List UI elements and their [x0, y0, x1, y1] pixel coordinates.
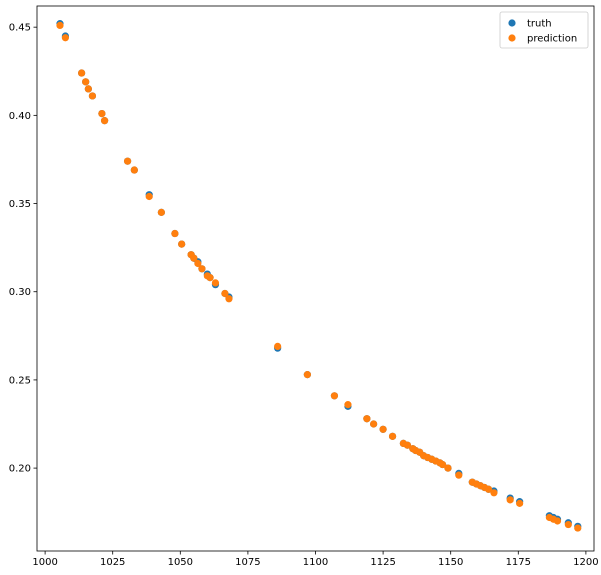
prediction-point [490, 489, 498, 497]
x-tick-label: 1150 [438, 557, 463, 568]
x-axis: 1000 1025 1050 1075 1100 1125 1150 1175 1200 [32, 551, 599, 568]
x-tick-label: 1125 [370, 557, 395, 568]
x-tick-label: 1050 [168, 557, 193, 568]
y-tick-label: 0.25 [9, 375, 31, 386]
prediction-point [516, 499, 524, 507]
x-tick-label: 1025 [100, 557, 125, 568]
legend-marker-prediction [508, 34, 516, 42]
prediction-point [574, 524, 582, 532]
prediction-point [123, 157, 132, 165]
prediction-point [198, 265, 206, 273]
prediction-point [130, 166, 138, 174]
prediction-point [506, 496, 514, 504]
prediction-point [444, 464, 452, 472]
y-tick-label: 0.35 [9, 199, 31, 210]
prediction-point [330, 392, 339, 400]
prediction-point [145, 192, 153, 201]
plot-area: 1000 1025 1050 1075 1100 1125 1150 1175 1200 0.2… [9, 5, 599, 568]
legend-entries: truth prediction [508, 19, 577, 45]
prediction-point [363, 415, 371, 423]
series-layer [56, 20, 582, 532]
y-tick-label: 0.20 [9, 464, 31, 475]
prediction-point [100, 117, 109, 125]
prediction-point [388, 432, 397, 440]
y-axis: 0.20 0.25 0.30 0.35 0.40 0.45 [9, 23, 37, 475]
y-tick-label: 0.40 [9, 111, 31, 122]
prediction-point [225, 295, 233, 303]
prediction-point [82, 78, 90, 86]
x-tick-label: 1100 [303, 557, 328, 568]
prediction-point [56, 21, 64, 30]
prediction-point [370, 420, 378, 428]
x-tick-label: 1200 [573, 557, 598, 568]
series-prediction [56, 21, 582, 532]
prediction-point [211, 279, 220, 287]
x-tick-label: 1075 [235, 557, 260, 568]
prediction-point [274, 342, 282, 351]
prediction-point [379, 425, 387, 433]
prediction-point [194, 259, 202, 268]
prediction-point [484, 485, 493, 493]
prediction-point [206, 274, 214, 282]
prediction-point [564, 520, 572, 529]
legend-label-truth: truth [527, 19, 552, 30]
prediction-point [553, 517, 562, 525]
prediction-point [190, 254, 198, 262]
prediction-point [157, 208, 165, 216]
legend-label-prediction: prediction [527, 34, 577, 45]
legend: truth prediction [499, 11, 589, 49]
prediction-point [171, 229, 179, 238]
x-tick-label: 1175 [506, 557, 531, 568]
legend-marker-truth [508, 19, 516, 27]
prediction-point [344, 401, 352, 409]
legend-box [499, 11, 589, 49]
prediction-point [78, 69, 86, 77]
prediction-point [88, 92, 97, 100]
prediction-point [178, 240, 186, 248]
prediction-point [98, 109, 106, 118]
prediction-point [84, 85, 92, 93]
prediction-point [221, 289, 229, 298]
prediction-point [403, 441, 412, 449]
x-tick-label: 1000 [32, 557, 57, 568]
y-tick-label: 0.30 [9, 287, 31, 298]
prediction-point [438, 460, 447, 469]
y-tick-label: 0.45 [9, 23, 31, 34]
prediction-point [303, 371, 311, 379]
prediction-point [455, 471, 463, 479]
prediction-point [61, 34, 69, 42]
